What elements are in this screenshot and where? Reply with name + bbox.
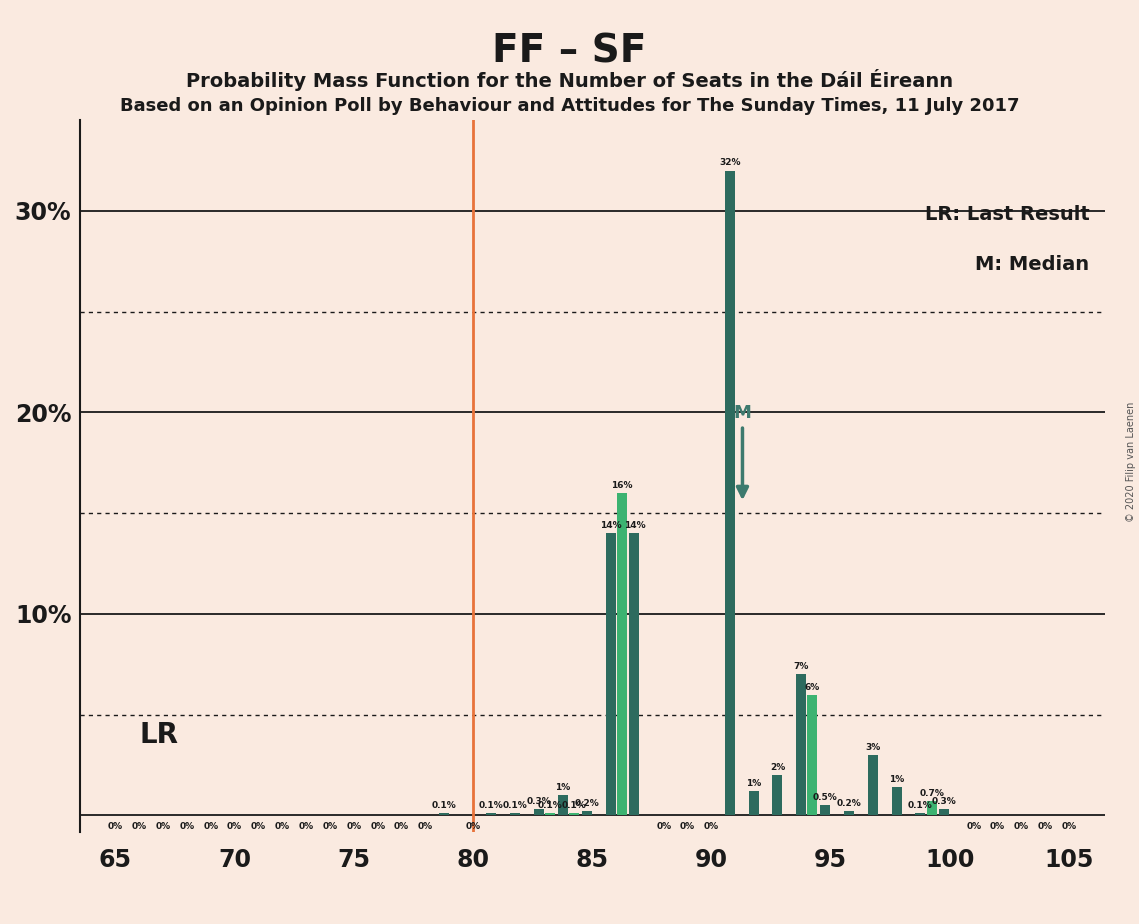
- Bar: [510, 813, 521, 816]
- Text: 0%: 0%: [1038, 821, 1052, 831]
- Text: 32%: 32%: [719, 159, 740, 167]
- Text: M: Median: M: Median: [975, 255, 1089, 274]
- Text: 0%: 0%: [656, 821, 671, 831]
- Text: 2%: 2%: [770, 763, 785, 772]
- Text: © 2020 Filip van Laenen: © 2020 Filip van Laenen: [1125, 402, 1136, 522]
- Text: 14%: 14%: [600, 521, 622, 530]
- Bar: [616, 493, 626, 816]
- Text: Probability Mass Function for the Number of Seats in the Dáil Éireann: Probability Mass Function for the Number…: [186, 69, 953, 91]
- Text: 0%: 0%: [132, 821, 147, 831]
- Text: 0%: 0%: [370, 821, 385, 831]
- Bar: [486, 813, 497, 816]
- Text: 0.1%: 0.1%: [538, 801, 563, 810]
- Text: 1%: 1%: [555, 784, 571, 792]
- Text: 0%: 0%: [418, 821, 433, 831]
- Text: 0%: 0%: [1062, 821, 1076, 831]
- Text: 0%: 0%: [203, 821, 219, 831]
- Bar: [534, 809, 544, 816]
- Text: 6%: 6%: [805, 683, 820, 691]
- Text: 0.1%: 0.1%: [432, 801, 456, 810]
- Bar: [916, 813, 926, 816]
- Text: 0%: 0%: [156, 821, 171, 831]
- Text: M: M: [734, 405, 752, 496]
- Bar: [546, 813, 555, 816]
- Bar: [808, 695, 818, 816]
- Text: 16%: 16%: [611, 481, 632, 490]
- Text: 0.2%: 0.2%: [574, 799, 599, 808]
- Text: LR: Last Result: LR: Last Result: [925, 205, 1089, 225]
- Text: 7%: 7%: [794, 663, 809, 672]
- Text: 0%: 0%: [466, 821, 481, 831]
- Text: 0%: 0%: [322, 821, 337, 831]
- Bar: [940, 809, 949, 816]
- Bar: [868, 755, 878, 816]
- Text: 0.2%: 0.2%: [836, 799, 861, 808]
- Text: 0.1%: 0.1%: [502, 801, 527, 810]
- Text: 0%: 0%: [680, 821, 695, 831]
- Bar: [748, 791, 759, 816]
- Bar: [796, 675, 806, 816]
- Bar: [772, 775, 782, 816]
- Text: 0%: 0%: [251, 821, 267, 831]
- Text: 0%: 0%: [394, 821, 409, 831]
- Bar: [439, 813, 449, 816]
- Text: LR: LR: [139, 721, 179, 748]
- Bar: [927, 801, 936, 816]
- Text: 1%: 1%: [888, 775, 904, 784]
- Text: 0.1%: 0.1%: [908, 801, 933, 810]
- Bar: [558, 796, 568, 816]
- Text: 14%: 14%: [623, 521, 645, 530]
- Text: 0%: 0%: [298, 821, 313, 831]
- Text: 3%: 3%: [866, 743, 880, 752]
- Text: 0.3%: 0.3%: [932, 797, 957, 807]
- Text: 0%: 0%: [704, 821, 719, 831]
- Text: 0.1%: 0.1%: [562, 801, 587, 810]
- Bar: [844, 811, 854, 816]
- Bar: [724, 171, 735, 816]
- Bar: [582, 811, 591, 816]
- Text: 0%: 0%: [1014, 821, 1029, 831]
- Text: 0%: 0%: [180, 821, 195, 831]
- Text: 0%: 0%: [108, 821, 123, 831]
- Text: Based on an Opinion Poll by Behaviour and Attitudes for The Sunday Times, 11 Jul: Based on an Opinion Poll by Behaviour an…: [120, 97, 1019, 115]
- Text: 0%: 0%: [227, 821, 243, 831]
- Text: 0%: 0%: [274, 821, 290, 831]
- Text: 0%: 0%: [990, 821, 1005, 831]
- Text: 0.7%: 0.7%: [919, 789, 944, 798]
- Bar: [630, 533, 639, 816]
- Text: 0%: 0%: [966, 821, 982, 831]
- Text: 0%: 0%: [346, 821, 361, 831]
- Text: 0.5%: 0.5%: [813, 794, 837, 802]
- Text: 1%: 1%: [746, 779, 761, 788]
- Text: FF – SF: FF – SF: [492, 32, 647, 70]
- Bar: [570, 813, 579, 816]
- Bar: [606, 533, 615, 816]
- Text: 0.1%: 0.1%: [478, 801, 503, 810]
- Text: 0.3%: 0.3%: [526, 797, 551, 807]
- Bar: [892, 787, 902, 816]
- Bar: [820, 806, 830, 816]
